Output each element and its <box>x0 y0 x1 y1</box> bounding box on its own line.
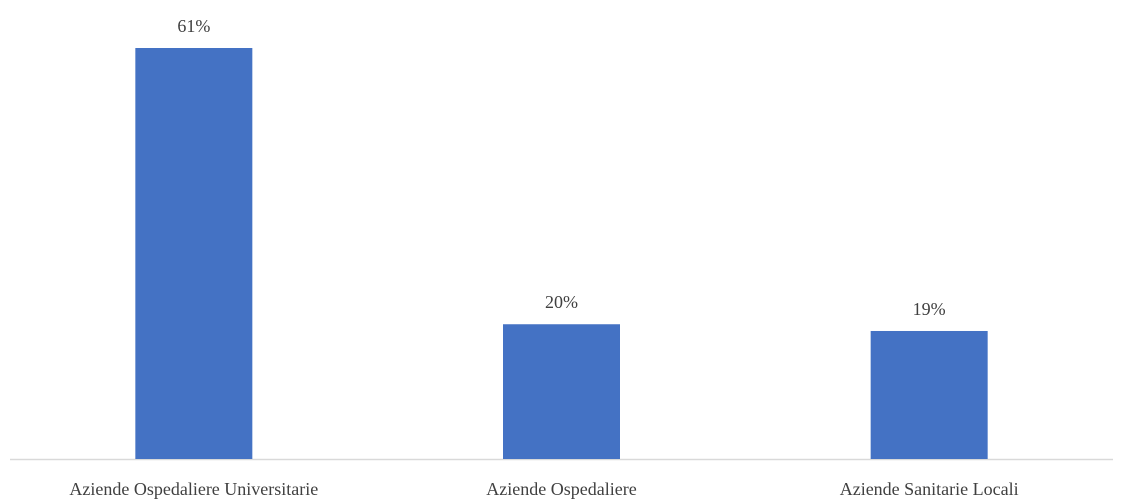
value-label-0: 61% <box>177 16 210 36</box>
bars-group <box>135 48 988 459</box>
category-label-1: Aziende Ospedaliere <box>486 479 636 499</box>
bar-1 <box>503 324 620 459</box>
value-labels-group: 61% 20% 19% <box>177 16 945 319</box>
bar-0 <box>135 48 253 459</box>
category-label-0: Aziende Ospedaliere Universitarie <box>69 479 318 499</box>
value-label-2: 19% <box>913 299 946 319</box>
category-labels-group: Aziende Ospedaliere Universitarie Aziende… <box>69 479 1018 499</box>
category-label-2: Aziende Sanitarie Locali <box>840 479 1019 499</box>
value-label-1: 20% <box>545 292 578 312</box>
bar-2 <box>870 330 988 459</box>
